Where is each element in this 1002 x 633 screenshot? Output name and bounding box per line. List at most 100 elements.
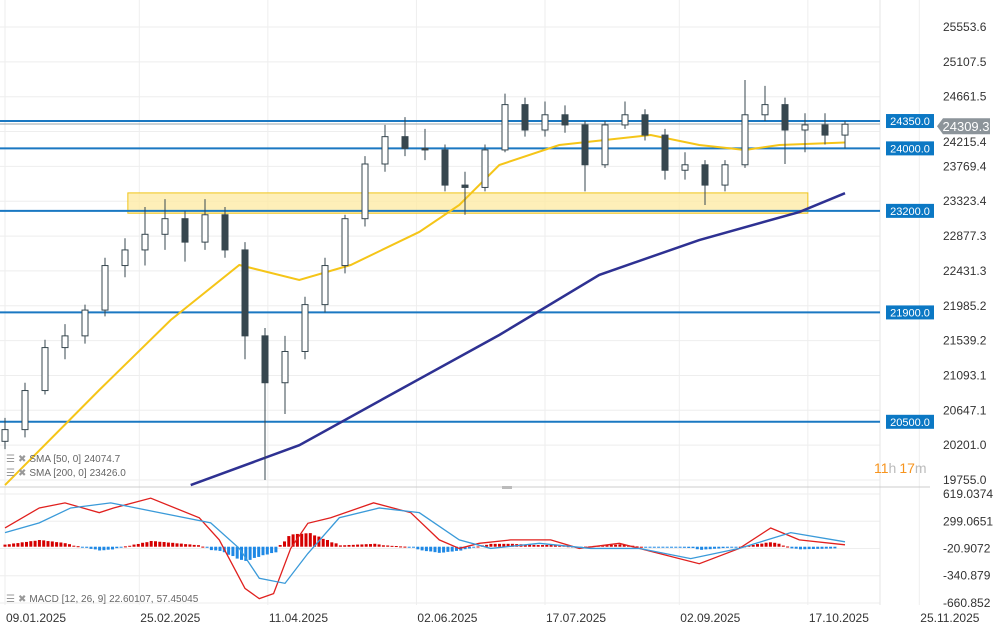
countdown-m-unit: m bbox=[914, 460, 927, 476]
macd-histogram-bar bbox=[347, 544, 351, 547]
candle-body bbox=[161, 218, 169, 235]
macd-histogram-bar bbox=[781, 545, 785, 547]
close-x-icon[interactable]: ✖ bbox=[17, 468, 27, 479]
macd-histogram-bar bbox=[713, 546, 716, 549]
macd-histogram-bar bbox=[498, 543, 501, 547]
macd-histogram-bar bbox=[85, 546, 89, 548]
candle-body bbox=[581, 124, 589, 166]
macd-histogram-bar bbox=[652, 546, 656, 548]
legend-sma200: ☰ ✖ SMA [200, 0] 23426.0 bbox=[6, 468, 126, 480]
macd-histogram-bar bbox=[240, 546, 243, 560]
macd-histogram-bar bbox=[149, 540, 153, 547]
macd-histogram-bar bbox=[708, 546, 712, 550]
date-axis-label: 11.04.2025 bbox=[269, 611, 328, 625]
date-axis-label: 02.06.2025 bbox=[417, 611, 477, 625]
macd-histogram-bar bbox=[274, 546, 278, 553]
macd-histogram-bar bbox=[476, 546, 480, 548]
legend-sma200-value: 23426.0 bbox=[89, 468, 126, 479]
macd-histogram-bar bbox=[829, 546, 833, 549]
candle bbox=[241, 242, 249, 360]
macd-histogram-bar bbox=[390, 545, 394, 547]
price-axis-label: 21539.2 bbox=[943, 334, 987, 348]
macd-histogram-bar bbox=[231, 546, 235, 557]
macd-histogram-bar bbox=[811, 546, 815, 550]
macd-histogram-bar bbox=[214, 546, 218, 551]
price-axis-label: 22877.3 bbox=[943, 229, 987, 243]
macd-histogram-bar bbox=[489, 543, 493, 547]
macd-histogram-bar bbox=[98, 546, 102, 551]
macd-histogram-bar bbox=[12, 543, 16, 547]
macd-histogram-bar bbox=[472, 546, 476, 548]
macd-histogram-bar bbox=[197, 545, 200, 547]
candle-body bbox=[181, 218, 189, 243]
candle bbox=[441, 144, 449, 192]
candle-body bbox=[441, 149, 449, 186]
macd-histogram-bar bbox=[123, 546, 127, 548]
candle-countdown: 11h 17m bbox=[874, 461, 927, 476]
macd-histogram-bar bbox=[493, 543, 497, 547]
macd-histogram-bar bbox=[777, 543, 781, 547]
candle-body bbox=[721, 164, 729, 186]
candle-body bbox=[281, 350, 289, 384]
macd-histogram-bar bbox=[42, 540, 46, 547]
macd-histogram-bar bbox=[287, 536, 291, 547]
date-axis-label: 25.11.2025 bbox=[920, 611, 979, 625]
candle bbox=[541, 101, 549, 137]
panel-resize-handle[interactable] bbox=[502, 486, 512, 489]
macd-histogram-bar bbox=[442, 546, 446, 553]
level-label: 24350.0 bbox=[890, 116, 930, 128]
candle-body bbox=[761, 104, 769, 116]
settings-lines-icon[interactable]: ☰ bbox=[6, 454, 15, 465]
macd-histogram-bar bbox=[145, 542, 149, 547]
macd-histogram-bar bbox=[278, 545, 282, 547]
sma50-line bbox=[4, 134, 846, 486]
candle-body bbox=[841, 123, 849, 136]
macd-histogram-bar bbox=[244, 546, 248, 561]
candle-body bbox=[361, 163, 369, 220]
candle-body bbox=[321, 265, 329, 306]
macd-histogram-bar bbox=[725, 546, 729, 548]
macd-histogram-bar bbox=[3, 544, 7, 547]
candle bbox=[661, 128, 669, 180]
candle-body bbox=[301, 304, 309, 352]
close-x-icon[interactable]: ✖ bbox=[17, 454, 27, 465]
macd-histogram-bar bbox=[102, 546, 106, 551]
macd-histogram-bar bbox=[424, 546, 428, 552]
macd-histogram-bar bbox=[622, 544, 626, 547]
macd-histogram-bar bbox=[89, 546, 93, 549]
macd-histogram-bar bbox=[773, 542, 777, 547]
legend-macd-name: MACD [12, 26, 9] bbox=[29, 594, 107, 605]
macd-histogram-bar bbox=[291, 534, 295, 547]
close-x-icon[interactable]: ✖ bbox=[17, 594, 27, 605]
legend-sma200-name: SMA [200, 0] bbox=[29, 468, 87, 479]
settings-lines-icon[interactable]: ☰ bbox=[6, 468, 15, 479]
candle bbox=[641, 109, 649, 141]
macd-histogram-bar bbox=[833, 546, 837, 549]
macd-histogram-bar bbox=[429, 546, 433, 552]
macd-histogram-bar bbox=[463, 546, 467, 550]
macd-histogram-bar bbox=[248, 546, 252, 560]
macd-histogram-bar bbox=[553, 544, 557, 547]
candle-body bbox=[561, 114, 569, 126]
price-axis-label: 21093.1 bbox=[943, 368, 987, 382]
macd-histogram-bar bbox=[158, 541, 162, 547]
macd-histogram-bar bbox=[506, 543, 510, 547]
candle bbox=[201, 199, 209, 250]
macd-histogram-bar bbox=[437, 546, 441, 553]
candle bbox=[521, 97, 529, 137]
macd-histogram-bar bbox=[377, 544, 381, 547]
settings-lines-icon[interactable]: ☰ bbox=[6, 594, 15, 605]
macd-histogram-bar bbox=[558, 545, 562, 547]
macd-histogram-bar bbox=[730, 546, 734, 548]
macd-histogram-bar bbox=[115, 546, 119, 549]
macd-histogram-bar bbox=[369, 544, 372, 547]
macd-histogram-bar bbox=[644, 546, 648, 548]
macd-histogram-bar bbox=[717, 546, 721, 549]
macd-histogram-bar bbox=[313, 535, 317, 547]
candle bbox=[281, 335, 289, 414]
macd-histogram-bar bbox=[192, 544, 196, 547]
macd-histogram-bar bbox=[605, 545, 609, 547]
macd-histogram-bar bbox=[93, 546, 97, 550]
support-zone bbox=[127, 192, 809, 214]
